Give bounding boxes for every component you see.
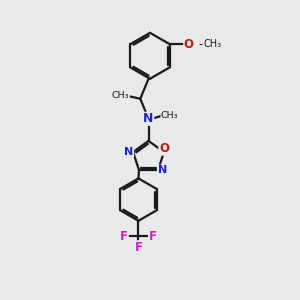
- Text: N: N: [143, 112, 154, 125]
- Text: N: N: [158, 165, 167, 175]
- Text: F: F: [134, 241, 142, 254]
- Text: —: —: [199, 39, 208, 49]
- Text: CH₃: CH₃: [112, 91, 129, 100]
- Text: CH₃: CH₃: [161, 111, 178, 120]
- Text: N: N: [124, 147, 134, 157]
- Text: CH₃: CH₃: [203, 39, 221, 49]
- Text: F: F: [120, 230, 128, 243]
- Text: F: F: [148, 230, 157, 243]
- Text: O: O: [159, 142, 169, 155]
- Text: O: O: [184, 38, 194, 51]
